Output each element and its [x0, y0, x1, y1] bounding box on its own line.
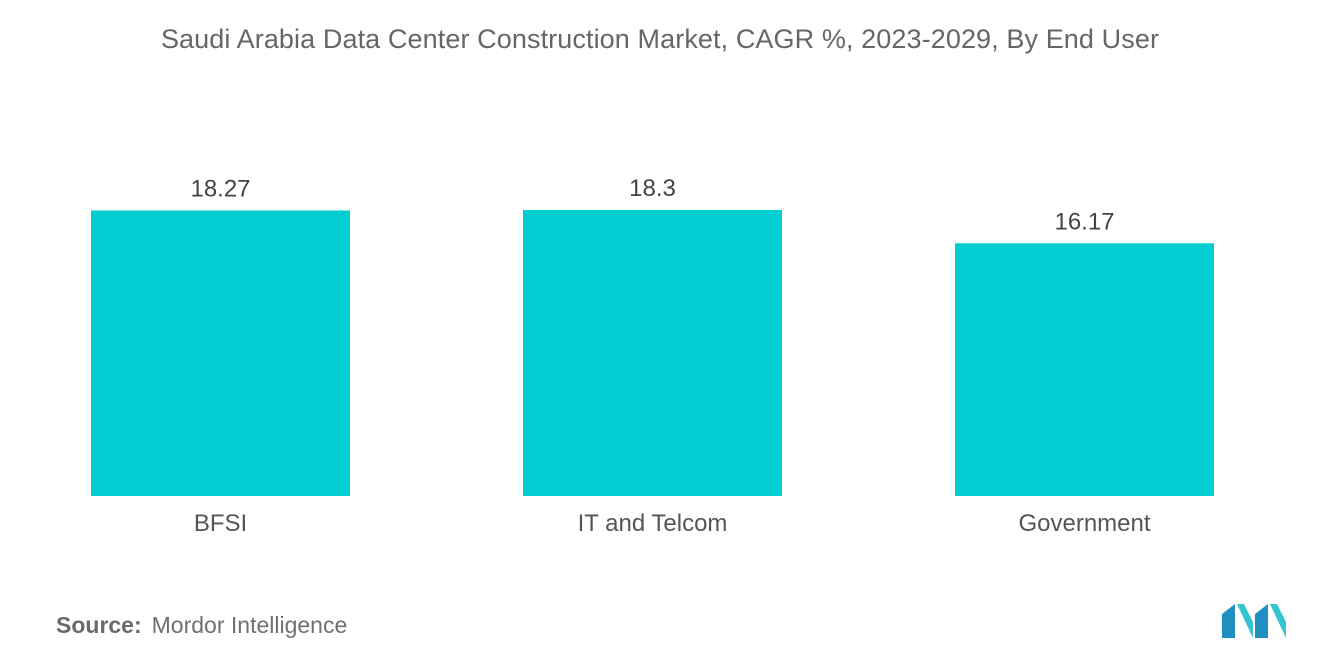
category-label: IT and Telcom: [578, 510, 728, 537]
source-label: Source:: [56, 612, 142, 638]
bar-government: [955, 243, 1214, 496]
source-note: Source: Mordor Intelligence: [56, 612, 347, 639]
chart-title: Saudi Arabia Data Center Construction Ma…: [160, 24, 1160, 54]
bar-it-and-telcom: [523, 210, 782, 496]
category-label: BFSI: [194, 510, 247, 537]
category-label: Government: [1018, 510, 1150, 537]
bar-bfsi: [91, 210, 350, 496]
bar-chart: 18.27 BFSI 18.3 IT and Telcom 16.17 Governmen…: [91, 175, 1214, 537]
value-label: 16.17: [1054, 208, 1114, 235]
source-text: Mordor Intelligence: [151, 612, 348, 638]
mordor-intelligence-logo-icon: [1222, 604, 1286, 638]
value-label: 18.27: [190, 175, 250, 202]
value-label: 18.3: [629, 175, 676, 202]
